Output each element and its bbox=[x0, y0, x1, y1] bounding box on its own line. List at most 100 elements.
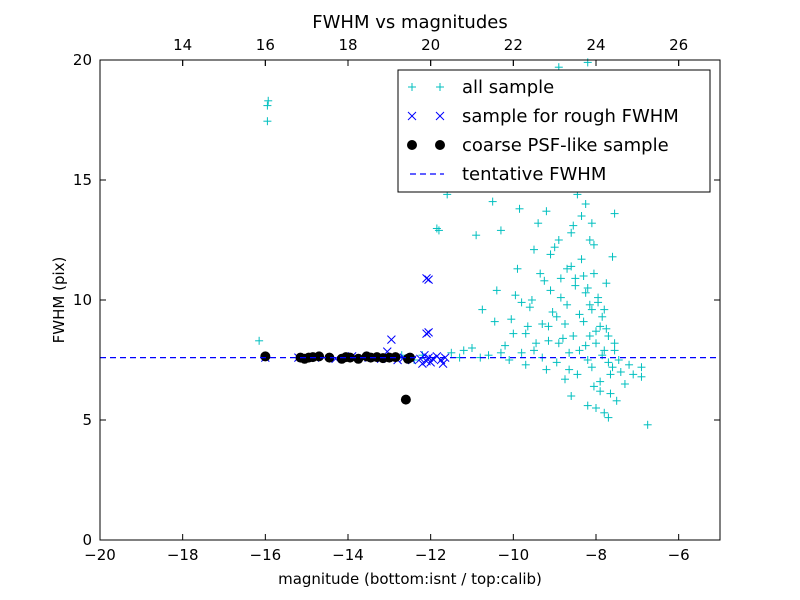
data-point-series-0 bbox=[530, 346, 538, 355]
x-diag-b bbox=[428, 354, 438, 364]
data-point-series-0 bbox=[589, 269, 598, 278]
y-tick-label: 5 bbox=[82, 411, 92, 429]
data-point-series-0 bbox=[459, 346, 468, 355]
data-point-series-0 bbox=[484, 351, 493, 360]
data-point-series-0 bbox=[468, 344, 476, 352]
plot-marks bbox=[100, 58, 720, 429]
data-point-series-0 bbox=[509, 329, 518, 338]
data-point-series-0 bbox=[592, 339, 600, 348]
legend-label: all sample bbox=[462, 77, 554, 98]
data-point-series-0 bbox=[565, 365, 574, 374]
data-point-series-0 bbox=[592, 327, 600, 336]
data-point-series-0 bbox=[496, 226, 505, 235]
data-point-series-0 bbox=[575, 310, 584, 319]
top-tick-label: 22 bbox=[504, 36, 523, 54]
data-point-series-0 bbox=[536, 269, 545, 278]
data-point-series-2 bbox=[353, 353, 364, 364]
data-point-series-0 bbox=[581, 200, 590, 208]
data-point-series-2 bbox=[260, 351, 271, 362]
data-point-series-0 bbox=[600, 305, 609, 314]
top-tick-label: 18 bbox=[338, 36, 357, 54]
data-point-series-0 bbox=[540, 276, 549, 285]
data-point-series-0 bbox=[492, 286, 501, 295]
data-point-series-0 bbox=[583, 401, 592, 410]
top-tick-label: 24 bbox=[586, 36, 605, 54]
data-point-series-0 bbox=[496, 348, 505, 357]
data-point-series-0 bbox=[567, 228, 576, 237]
data-point-series-0 bbox=[608, 363, 617, 372]
top-tick-label: 14 bbox=[173, 36, 192, 54]
data-point-series-0 bbox=[589, 382, 598, 391]
data-point-series-2 bbox=[400, 394, 411, 405]
data-point-series-0 bbox=[546, 286, 555, 295]
legend-label: tentative FWHM bbox=[462, 164, 606, 185]
legend-marker bbox=[435, 140, 445, 150]
legend-marker bbox=[436, 83, 444, 91]
data-point-series-0 bbox=[550, 243, 559, 252]
legend-label: sample for rough FWHM bbox=[462, 106, 679, 127]
data-point-series-1 bbox=[424, 328, 433, 337]
legend-label: coarse PSF-like sample bbox=[462, 135, 669, 156]
data-point-series-0 bbox=[583, 356, 592, 364]
data-point-series-0 bbox=[610, 339, 619, 348]
data-point-series-0 bbox=[585, 236, 594, 244]
x-tick-label: −20 bbox=[84, 546, 116, 564]
data-point-series-0 bbox=[515, 204, 524, 213]
data-point-series-0 bbox=[600, 346, 609, 355]
data-point-series-0 bbox=[561, 320, 569, 328]
x-diag-b bbox=[424, 275, 433, 284]
x-diag-b bbox=[407, 111, 417, 121]
data-point-series-0 bbox=[602, 324, 611, 333]
data-point-series-0 bbox=[577, 212, 586, 220]
data-point-series-0 bbox=[606, 389, 615, 398]
data-point-series-0 bbox=[612, 396, 621, 405]
data-point-series-0 bbox=[625, 360, 634, 369]
data-point-series-0 bbox=[490, 317, 499, 326]
data-point-series-0 bbox=[521, 329, 530, 338]
data-point-series-0 bbox=[629, 370, 638, 379]
data-point-series-0 bbox=[569, 221, 578, 230]
data-point-series-0 bbox=[571, 281, 580, 290]
data-point-series-0 bbox=[581, 288, 590, 297]
data-point-series-0 bbox=[585, 300, 594, 309]
top-tick-label: 20 bbox=[421, 36, 440, 54]
data-point-series-0 bbox=[608, 252, 617, 261]
data-point-series-0 bbox=[434, 226, 443, 235]
legend-entry: tentative FWHM bbox=[410, 164, 606, 185]
top-tick-label: 16 bbox=[256, 36, 275, 54]
data-point-series-0 bbox=[637, 372, 646, 381]
data-point-series-0 bbox=[637, 363, 646, 372]
x-diag-b bbox=[435, 111, 445, 121]
data-point-series-0 bbox=[517, 298, 526, 307]
data-point-series-1 bbox=[424, 275, 433, 284]
data-point-series-0 bbox=[263, 101, 272, 110]
data-point-series-0 bbox=[610, 346, 619, 355]
data-point-series-0 bbox=[563, 300, 572, 309]
data-point-series-0 bbox=[604, 332, 613, 340]
data-point-series-0 bbox=[472, 231, 481, 240]
x-diag-b bbox=[438, 359, 448, 368]
data-point-series-0 bbox=[616, 368, 625, 376]
data-point-series-0 bbox=[532, 339, 541, 348]
data-point-series-0 bbox=[507, 315, 516, 324]
x-axis-label: magnitude (bottom:isnt / top:calib) bbox=[278, 570, 542, 588]
y-tick-label: 20 bbox=[73, 51, 92, 69]
data-point-series-0 bbox=[587, 363, 596, 372]
data-point-series-0 bbox=[432, 224, 441, 233]
data-point-series-0 bbox=[620, 380, 629, 388]
data-point-series-0 bbox=[517, 348, 526, 357]
data-point-series-0 bbox=[565, 348, 574, 357]
data-point-series-0 bbox=[544, 322, 553, 331]
data-point-series-0 bbox=[594, 298, 603, 307]
x-diag-b bbox=[422, 274, 431, 283]
data-point-series-0 bbox=[255, 336, 264, 345]
data-point-series-0 bbox=[575, 346, 584, 355]
data-point-series-0 bbox=[511, 291, 520, 300]
data-point-series-1 bbox=[387, 335, 396, 344]
x-diag-b bbox=[422, 329, 431, 338]
data-point-series-0 bbox=[561, 375, 569, 384]
x-tick-label: −14 bbox=[332, 546, 364, 564]
data-point-series-0 bbox=[567, 392, 576, 400]
data-point-series-0 bbox=[558, 334, 567, 343]
data-point-series-1 bbox=[438, 359, 448, 368]
